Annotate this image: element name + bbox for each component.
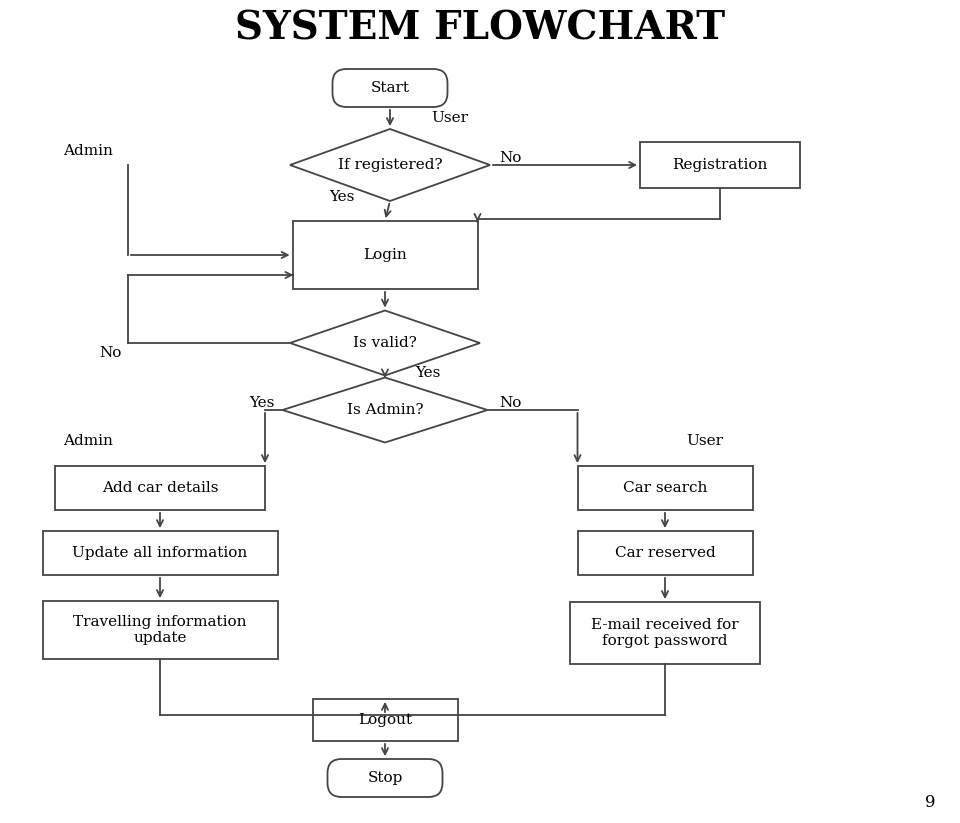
Text: Car reserved: Car reserved [614,546,715,560]
FancyBboxPatch shape [332,69,447,107]
Text: Yes: Yes [329,190,354,204]
Text: Travelling information
update: Travelling information update [73,615,247,645]
FancyBboxPatch shape [42,601,277,659]
Text: Registration: Registration [672,158,768,172]
Text: Is Admin?: Is Admin? [347,403,423,417]
Text: No: No [99,346,121,360]
Text: Start: Start [371,81,410,95]
Text: Car search: Car search [623,481,708,495]
Text: Yes: Yes [250,396,275,410]
FancyBboxPatch shape [578,466,753,510]
FancyBboxPatch shape [570,602,760,664]
Text: User: User [686,434,724,448]
Text: Add car details: Add car details [102,481,218,495]
Polygon shape [282,378,488,443]
Text: Admin: Admin [63,434,113,448]
Text: E-mail received for
forgot password: E-mail received for forgot password [591,618,739,648]
Text: User: User [431,111,468,125]
Text: If registered?: If registered? [338,158,443,172]
Text: 9: 9 [924,794,935,811]
FancyBboxPatch shape [578,531,753,575]
FancyBboxPatch shape [327,759,443,797]
Text: Login: Login [363,248,407,262]
Text: No: No [499,396,521,410]
Text: Is valid?: Is valid? [353,336,417,350]
Text: Yes: Yes [416,366,441,380]
Text: Stop: Stop [368,771,402,785]
FancyBboxPatch shape [313,699,458,741]
FancyBboxPatch shape [55,466,265,510]
Polygon shape [290,310,480,375]
Text: Admin: Admin [63,144,113,158]
FancyBboxPatch shape [640,142,800,188]
Text: Logout: Logout [358,713,412,727]
Text: No: No [499,151,521,165]
Polygon shape [290,129,490,201]
FancyBboxPatch shape [293,221,477,289]
Text: Update all information: Update all information [72,546,248,560]
Text: SYSTEM FLOWCHART: SYSTEM FLOWCHART [235,9,725,47]
FancyBboxPatch shape [42,531,277,575]
